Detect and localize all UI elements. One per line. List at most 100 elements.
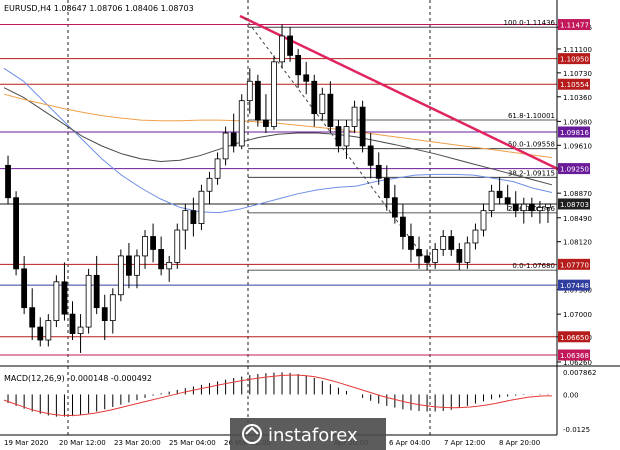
svg-text:1.06650: 1.06650 bbox=[560, 334, 589, 342]
macd-signal-line bbox=[3, 374, 552, 417]
price-badge: 1.06650 bbox=[558, 331, 590, 343]
candle bbox=[166, 255, 173, 282]
candle bbox=[295, 48, 302, 88]
candle bbox=[472, 223, 479, 250]
price-badge: 1.09250 bbox=[558, 163, 590, 175]
svg-text:1.10950: 1.10950 bbox=[560, 56, 589, 64]
candle bbox=[13, 191, 19, 276]
fib-label-5: 0.0-1.07680 bbox=[512, 262, 555, 270]
candle bbox=[359, 100, 366, 153]
time-tick-label: 20 Mar 12:00 bbox=[59, 439, 106, 447]
candle bbox=[85, 268, 92, 334]
candle bbox=[230, 113, 237, 153]
trendlines bbox=[239, 14, 561, 266]
red-trendline bbox=[239, 14, 561, 172]
svg-text:1.08703: 1.08703 bbox=[560, 201, 589, 209]
time-tick-label: 8 Apr 20:00 bbox=[499, 439, 540, 447]
candle bbox=[416, 236, 422, 269]
candle bbox=[238, 94, 245, 150]
candle bbox=[440, 230, 447, 256]
time-tick-label: 23 Mar 20:00 bbox=[114, 439, 161, 447]
candle bbox=[214, 152, 221, 185]
price-tick-label: 1.06260 bbox=[563, 359, 592, 367]
time-tick-label: 6 Apr 04:00 bbox=[389, 439, 430, 447]
candle bbox=[117, 249, 124, 302]
candle bbox=[383, 165, 390, 211]
candle bbox=[61, 262, 68, 321]
macd-label: MACD(12,26,9) -0.000148 -0.000492 bbox=[4, 374, 152, 383]
price-tick-label: 1.10730 bbox=[563, 70, 592, 78]
price-badge: 1.06368 bbox=[558, 349, 590, 361]
fib-label-2: 50.0-1.09558 bbox=[508, 141, 555, 149]
candle bbox=[254, 74, 261, 127]
candle bbox=[263, 94, 269, 134]
candle bbox=[93, 255, 100, 315]
fib-label-3: 38.2-1.09115 bbox=[508, 169, 555, 177]
candle bbox=[174, 223, 181, 269]
macd-tick-label: 0.00 bbox=[563, 391, 579, 399]
candle bbox=[271, 55, 277, 130]
candle bbox=[488, 184, 495, 218]
time-tick-label: 19 Mar 2020 bbox=[4, 439, 48, 447]
candle bbox=[335, 120, 342, 153]
candle bbox=[496, 177, 503, 205]
candle bbox=[21, 255, 28, 315]
candle bbox=[480, 204, 487, 237]
macd-tick-label: -0.0125 bbox=[563, 426, 590, 434]
price-badge: 1.10554 bbox=[558, 78, 590, 90]
price-tick-label: 1.08870 bbox=[563, 190, 592, 198]
price-tick-label: 1.07000 bbox=[563, 311, 592, 319]
candle bbox=[45, 314, 52, 347]
candle bbox=[109, 288, 116, 334]
svg-text:1.07770: 1.07770 bbox=[560, 261, 589, 269]
candle bbox=[512, 191, 519, 218]
candle bbox=[222, 126, 229, 166]
candlesticks bbox=[5, 24, 551, 353]
moving-average-0 bbox=[3, 67, 553, 214]
candle bbox=[101, 294, 108, 341]
vertical-grid bbox=[67, 0, 431, 435]
price-badge: 1.08703 bbox=[558, 198, 590, 210]
chart-title: EURUSD,H4 1.08647 1.08706 1.08406 1.0870… bbox=[4, 4, 194, 13]
candle bbox=[319, 87, 326, 121]
fib-label-1: 61.8-1.10001 bbox=[508, 112, 555, 120]
candle bbox=[504, 184, 511, 211]
macd-panel: MACD(12,26,9) -0.000148 -0.000492 0.0078… bbox=[3, 369, 596, 434]
svg-text:1.07448: 1.07448 bbox=[560, 282, 589, 290]
candle bbox=[5, 155, 11, 205]
candle bbox=[528, 197, 535, 218]
watermark-text: instaforex bbox=[268, 425, 358, 446]
candle bbox=[126, 242, 132, 289]
candle bbox=[545, 203, 551, 223]
candle bbox=[198, 184, 205, 231]
candle bbox=[432, 242, 439, 269]
svg-text:1.11477: 1.11477 bbox=[560, 22, 589, 30]
price-tick-label: 1.09980 bbox=[563, 118, 592, 126]
candle bbox=[537, 200, 543, 224]
time-tick-label: 25 Mar 04:00 bbox=[169, 439, 216, 447]
candle bbox=[287, 26, 293, 62]
candle bbox=[134, 249, 140, 289]
price-tick-label: 1.08490 bbox=[563, 215, 592, 223]
candle bbox=[29, 288, 36, 341]
candle bbox=[53, 275, 60, 328]
candle bbox=[150, 223, 156, 263]
candle bbox=[408, 223, 414, 263]
moving-average-2 bbox=[3, 93, 553, 159]
price-tick-label: 1.10360 bbox=[563, 94, 592, 102]
candle bbox=[456, 242, 463, 271]
macd-tick-label: 0.007862 bbox=[563, 369, 596, 377]
candle bbox=[367, 133, 374, 179]
candle bbox=[303, 61, 310, 95]
moving-averages bbox=[3, 67, 553, 214]
price-tick-label: 1.11100 bbox=[563, 46, 592, 54]
svg-text:1.06368: 1.06368 bbox=[560, 352, 589, 360]
candle bbox=[142, 230, 148, 269]
fib-label-0: 100.0-1.11436 bbox=[503, 19, 555, 27]
candle bbox=[400, 204, 406, 250]
candle bbox=[182, 204, 189, 250]
candle bbox=[375, 152, 382, 185]
candle bbox=[77, 314, 84, 353]
candle bbox=[448, 230, 455, 256]
